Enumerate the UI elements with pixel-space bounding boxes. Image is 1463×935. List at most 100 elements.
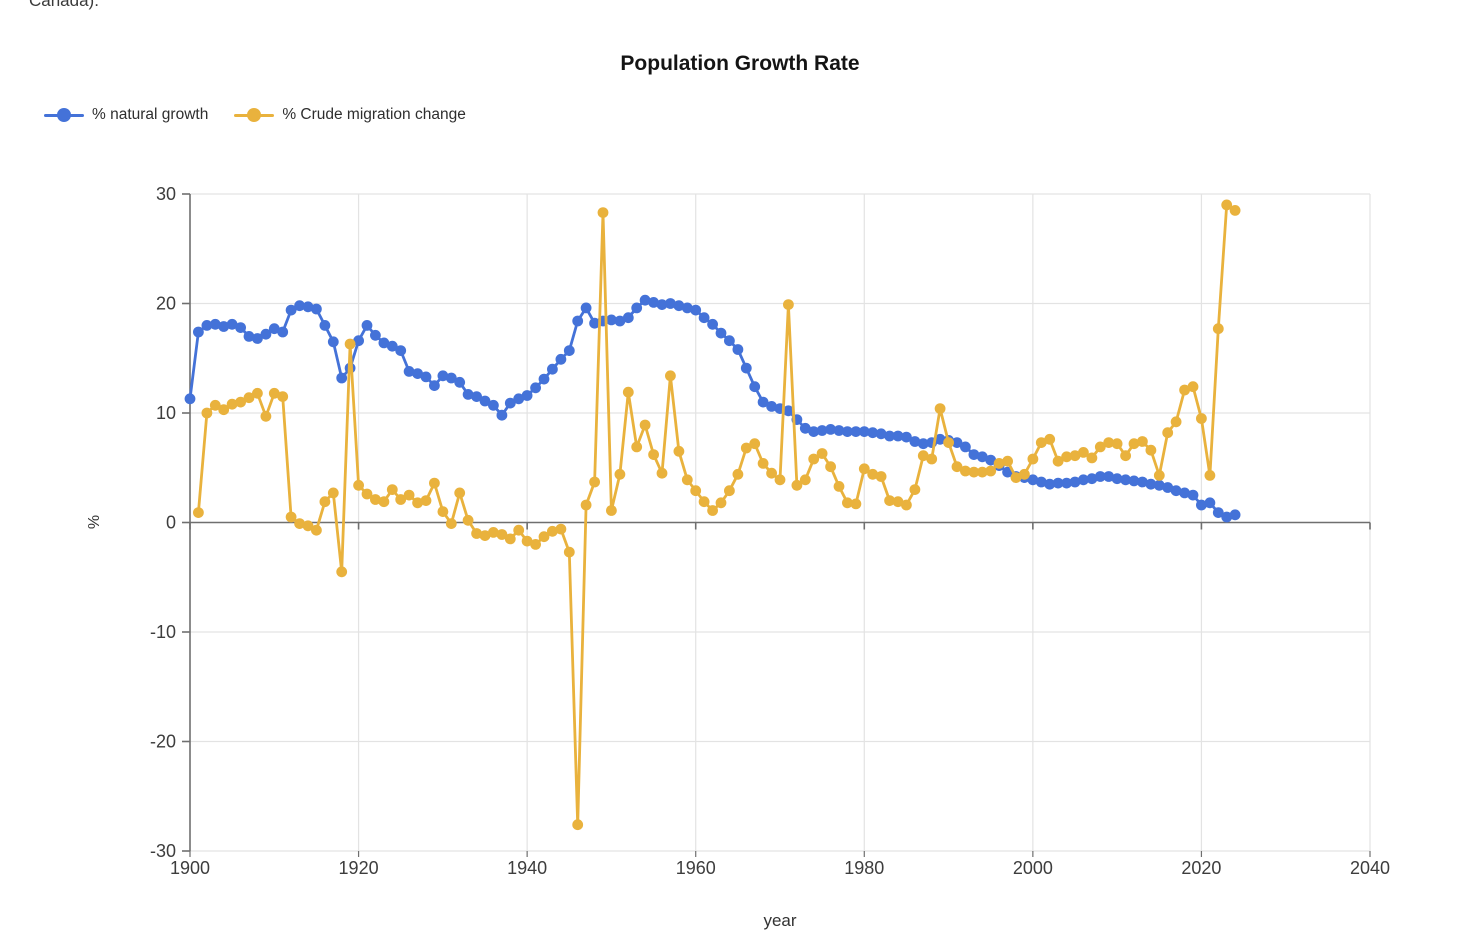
- line-dot-marker-icon: [44, 107, 84, 123]
- data-point: [656, 299, 668, 310]
- data-point: [597, 207, 609, 219]
- data-point: [319, 320, 331, 331]
- data-point: [218, 321, 230, 332]
- data-point: [875, 471, 887, 482]
- data-point: [193, 326, 204, 338]
- data-point: [993, 458, 1005, 469]
- data-point: [580, 302, 592, 314]
- axes: [182, 193, 1371, 857]
- data-point: [395, 494, 407, 505]
- clipped-paragraph-text: Canada).: [29, 0, 169, 12]
- data-point: [783, 299, 794, 310]
- data-point: [614, 468, 626, 480]
- data-point: [858, 463, 870, 475]
- data-point: [724, 485, 735, 497]
- data-point: [547, 525, 558, 537]
- data-point: [901, 431, 912, 443]
- data-point: [1044, 433, 1056, 445]
- data-point: [791, 479, 803, 491]
- data-point: [538, 373, 550, 385]
- data-point: [951, 437, 963, 448]
- data-point: [386, 484, 398, 495]
- data-point: [327, 336, 339, 348]
- data-point: [563, 546, 575, 558]
- data-point: [1120, 474, 1131, 486]
- data-point: [1212, 323, 1224, 335]
- data-point: [1153, 479, 1165, 491]
- data-point: [336, 566, 348, 578]
- legend-item-natural-growth[interactable]: % natural growth: [44, 106, 208, 124]
- y-tick-label: -20: [150, 732, 176, 752]
- data-point: [344, 338, 356, 350]
- data-point: [934, 433, 946, 445]
- data-point: [1010, 472, 1022, 483]
- data-point: [867, 468, 879, 480]
- data-point: [943, 437, 954, 448]
- data-point: [1179, 487, 1190, 499]
- data-point: [1187, 489, 1199, 501]
- x-tick-label: 1980: [844, 858, 884, 878]
- data-point: [462, 389, 474, 400]
- data-point: [951, 461, 963, 473]
- data-point: [757, 396, 769, 408]
- data-point: [707, 318, 718, 330]
- x-tick-label: 2020: [1181, 858, 1221, 878]
- data-point: [665, 298, 676, 309]
- data-point: [201, 320, 213, 331]
- data-point: [1086, 473, 1098, 485]
- data-point: [622, 312, 634, 324]
- data-point: [1019, 468, 1030, 480]
- legend-item-crude-migration[interactable]: % Crude migration change: [234, 106, 466, 124]
- data-point: [1221, 199, 1233, 211]
- y-tick-label: -10: [150, 622, 176, 642]
- line-dot-marker-icon: [234, 107, 275, 123]
- data-point: [808, 426, 820, 437]
- data-point: [504, 397, 516, 409]
- data-point: [850, 426, 862, 437]
- y-axis-title: %: [86, 515, 103, 529]
- data-point: [1120, 450, 1131, 462]
- data-point: [1078, 474, 1089, 486]
- series-crude-migration-change: [193, 199, 1241, 831]
- legend: % natural growth % Crude migration chang…: [44, 106, 466, 124]
- data-point: [243, 392, 255, 404]
- data-point: [774, 474, 786, 486]
- chart-title: Population Growth Rate: [620, 52, 860, 75]
- data-point: [825, 461, 836, 473]
- data-point: [277, 391, 289, 402]
- y-tick-label: 10: [156, 403, 176, 423]
- data-point: [1027, 474, 1039, 486]
- data-point: [1069, 450, 1081, 462]
- data-point: [884, 430, 895, 442]
- data-point: [909, 436, 921, 447]
- data-point: [1128, 438, 1140, 450]
- data-point: [226, 318, 238, 330]
- data-point: [656, 467, 668, 479]
- data-point: [614, 315, 626, 327]
- x-tick-label: 1940: [507, 858, 547, 878]
- data-point: [842, 497, 853, 509]
- data-point: [1052, 455, 1064, 467]
- data-point: [479, 530, 491, 541]
- data-point: [681, 474, 693, 486]
- data-point: [1137, 476, 1148, 488]
- data-point: [437, 370, 449, 382]
- data-point: [1196, 499, 1207, 511]
- series-natural-growth: [184, 294, 1241, 523]
- data-point: [521, 390, 533, 401]
- data-point: [513, 524, 525, 536]
- data-point: [968, 449, 980, 460]
- data-point: [260, 410, 272, 422]
- data-point: [555, 353, 567, 365]
- y-tick-label: 20: [156, 294, 176, 314]
- data-point: [589, 476, 600, 488]
- data-point: [252, 387, 263, 399]
- data-point: [909, 484, 921, 495]
- data-point: [403, 489, 415, 501]
- data-point: [209, 399, 221, 411]
- data-point: [412, 497, 423, 509]
- data-point: [1035, 476, 1047, 488]
- data-point: [1111, 473, 1123, 485]
- data-point: [1094, 441, 1106, 453]
